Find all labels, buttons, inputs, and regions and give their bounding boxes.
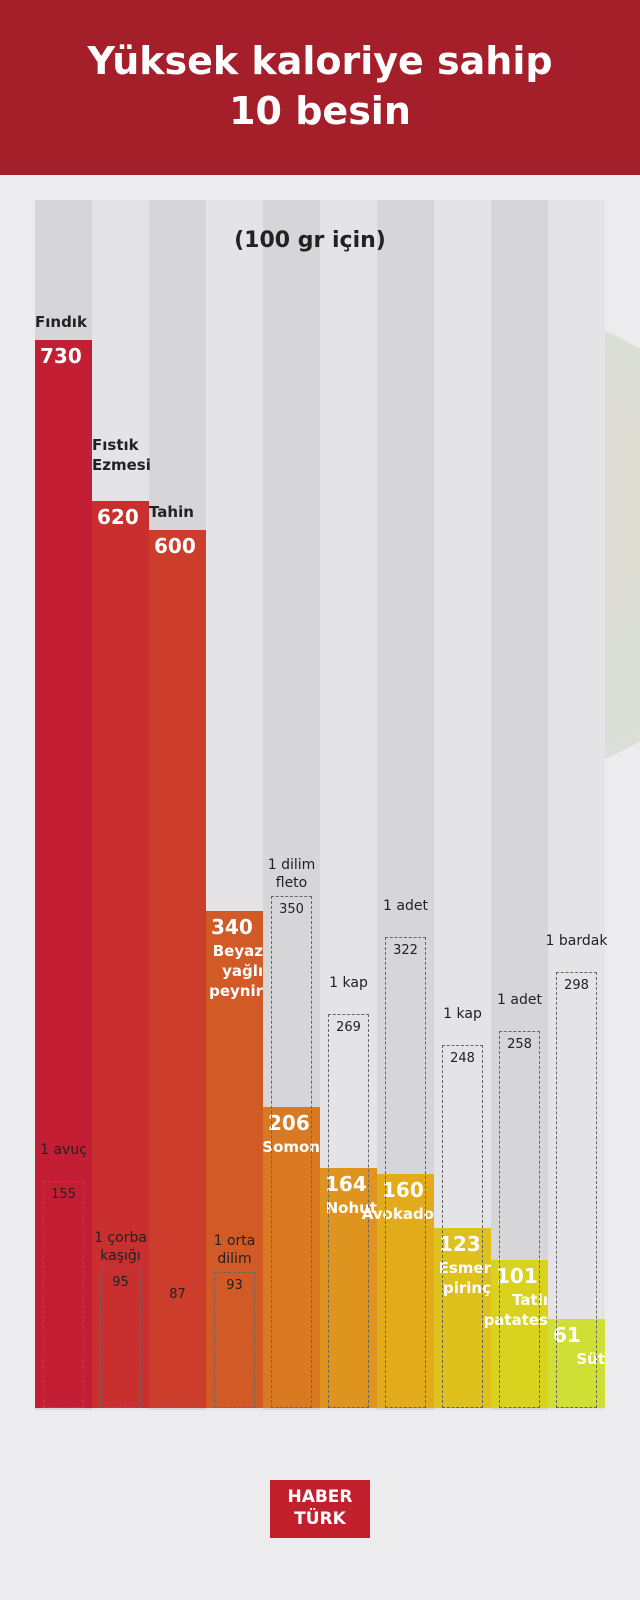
serving-value: 95 (112, 1275, 129, 1290)
bar (263, 1106, 320, 1408)
serving-bar (214, 1271, 255, 1408)
serving-label: 1 orta dilim (213, 1232, 256, 1267)
value-label: 61 (553, 1322, 581, 1347)
bar (92, 500, 149, 1408)
chart-title: Yüksek kaloriye sahip 10 besin (87, 39, 553, 133)
column-stripe (491, 200, 548, 1410)
value-label: 340 (211, 914, 253, 939)
serving-bar (157, 1280, 198, 1408)
serving-value: 322 (393, 942, 418, 958)
serving-bar (499, 1030, 540, 1408)
category-label: Süt (576, 1349, 605, 1368)
category-label: Fıstık Ezmesi (92, 435, 151, 474)
category-label: Esmer pirinç (438, 1259, 491, 1298)
bar (491, 1260, 548, 1408)
serving-bar (43, 1181, 84, 1408)
value-label: 164 (325, 1172, 367, 1197)
serving-label: 1 bardak (545, 933, 608, 950)
bar (377, 1173, 434, 1408)
logo-text: HABER (287, 1487, 353, 1507)
bar (35, 340, 92, 1408)
serving-label: 1 adet (497, 991, 542, 1008)
category-label: Beyaz yağlı peynir (209, 941, 263, 1000)
category-label: Fındık (35, 313, 87, 331)
serving-bar (100, 1269, 141, 1408)
value-label: 206 (268, 1110, 310, 1135)
serving-label: 1 avuç (40, 1142, 87, 1159)
category-label: Avokado (361, 1204, 434, 1223)
value-label: 101 (496, 1264, 538, 1289)
bar (149, 530, 206, 1408)
subtitle: (100 gr için) (234, 228, 386, 253)
bar (434, 1228, 491, 1408)
serving-value: 269 (336, 1020, 361, 1036)
serving-bar (556, 972, 597, 1408)
logo-text: TÜRK (294, 1509, 346, 1529)
serving-bar (328, 1014, 369, 1408)
value-label: 160 (382, 1177, 424, 1202)
serving-label: 1 kap (443, 1006, 482, 1023)
value-label: 730 (40, 344, 82, 368)
bar (548, 1318, 605, 1408)
value-label: 123 (439, 1232, 481, 1257)
category-label: Nohut (325, 1199, 377, 1218)
serving-label: 1 çorba kaşığı (94, 1230, 147, 1264)
value-label: 620 (97, 504, 139, 529)
bar (320, 1168, 377, 1408)
column-stripe (434, 200, 491, 1410)
serving-label: 1 kap (329, 975, 368, 992)
serving-value: 87 (169, 1286, 186, 1302)
serving-bar (385, 936, 426, 1408)
category-label: Somon (262, 1137, 320, 1156)
serving-value: 298 (564, 978, 589, 994)
value-label: 600 (154, 534, 196, 559)
serving-value: 248 (450, 1051, 475, 1067)
serving-value: 155 (51, 1187, 76, 1203)
header: Yüksek kaloriye sahip 10 besin (0, 0, 640, 175)
category-label: Tahin (149, 503, 194, 522)
logo: HABER TÜRK (270, 1480, 370, 1538)
serving-bar (271, 895, 312, 1408)
column-stripe (548, 200, 605, 1410)
serving-value: 93 (226, 1277, 243, 1293)
serving-label: 1 dilim fleto (267, 856, 316, 891)
serving-value: 258 (507, 1036, 532, 1052)
serving-bar (442, 1045, 483, 1408)
bar (206, 910, 263, 1408)
serving-label: 1 adet (383, 897, 428, 914)
serving-value: 350 (279, 901, 304, 917)
